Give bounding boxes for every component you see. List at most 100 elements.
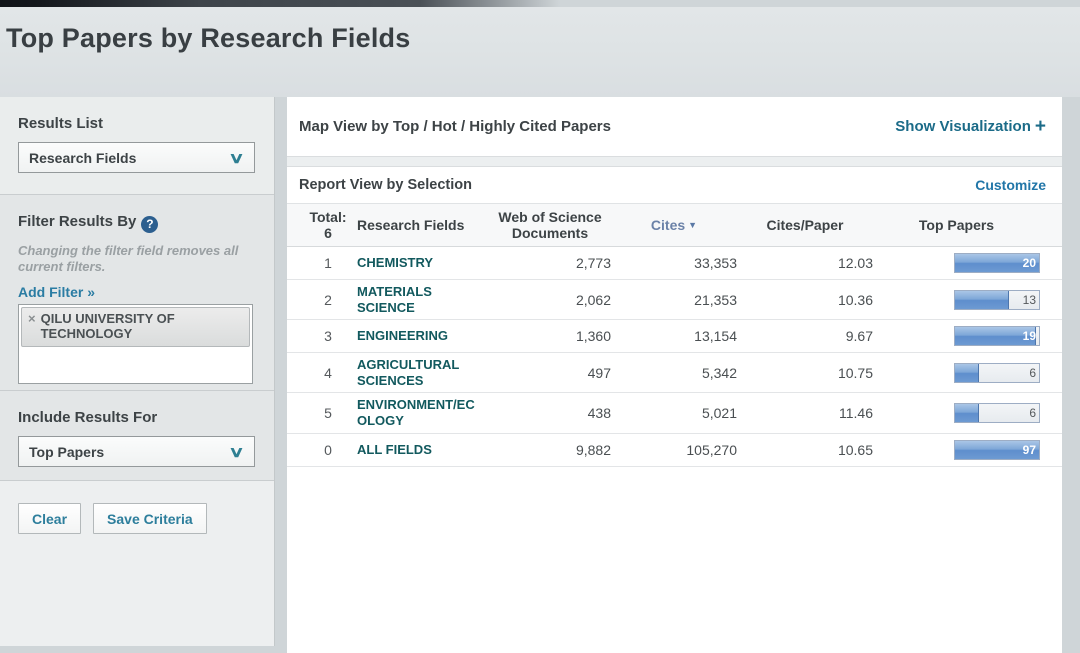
results-list-dropdown[interactable]: Research Fields ∨ [18,142,255,173]
row-field-cell: ALL FIELDS [357,442,489,458]
plus-icon: + [1034,115,1046,137]
column-header-research-fields: Research Fields [357,216,465,233]
clear-button[interactable]: Clear [18,503,82,534]
show-visualization-link[interactable]: Show Visualization + [895,116,1046,138]
research-field-link[interactable]: CHEMISTRY [357,255,434,271]
row-rank: 4 [324,364,332,381]
top-papers-value: 97 [1022,442,1036,457]
row-rank: 1 [324,255,332,271]
top-papers-bar-fill [955,440,1039,459]
filter-note: Changing the filter field removes all cu… [18,243,239,275]
top-papers-value: 19 [1022,329,1036,344]
top-papers-bar-fill [955,327,1037,346]
row-cites-per-paper: 11.46 [839,404,873,421]
row-cites-per-paper: 9.67 [845,328,873,345]
top-papers-value: 13 [1022,292,1036,307]
research-field-link[interactable]: ENGINEERING [357,328,449,344]
table-row: 4 AGRICULTURAL SCIENCES 497 5,342 10.75 6 [287,353,1062,394]
include-results-dropdown[interactable]: Top Papers ∨ [18,436,255,467]
page-header: Top Papers by Research Fields [0,7,1080,97]
table-row: 1 CHEMISTRY 2,773 33,353 12.03 20 [287,247,1062,280]
main-panel: Map View by Top / Hot / Highly Cited Pap… [287,97,1062,653]
total-header: Total: 6 [299,209,357,241]
top-papers-bar-fill [955,403,980,422]
include-results-selected: Top Papers [29,443,105,460]
top-papers-bar: 6 [954,362,1040,383]
table-row: 0 ALL FIELDS 9,882 105,270 10.65 97 [287,433,1062,467]
row-rank: 5 [324,404,332,421]
show-visualization-label: Show Visualization [895,117,1031,135]
table-body: 1 CHEMISTRY 2,773 33,353 12.03 20 2 MATERIALS S… [287,247,1062,467]
results-list-section: Results List Research Fields ∨ [0,97,274,195]
help-icon[interactable]: ? [141,216,159,233]
chevron-down-icon: ∨ [228,443,245,461]
table-row: 3 ENGINEERING 1,360 13,154 9.67 19 [287,320,1062,354]
row-cites: 21,353 [694,291,737,308]
row-cites-per-paper: 10.75 [837,364,873,381]
research-field-link[interactable]: MATERIALS SCIENCE [357,284,432,315]
row-field-cell: MATERIALS SCIENCE [357,284,489,315]
map-view-bar: Map View by Top / Hot / Highly Cited Pap… [287,97,1062,156]
row-documents: 438 [587,404,611,421]
filter-heading-label: Filter Results By [18,213,137,230]
column-header-cites-per-paper: Cites/Paper [766,216,844,233]
results-list-selected: Research Fields [29,149,137,166]
sidebar: Results List Research Fields ∨ Filter Re… [0,97,275,646]
row-rank: 0 [324,441,332,458]
row-field-cell: AGRICULTURAL SCIENCES [357,357,489,388]
row-cites: 33,353 [694,255,737,271]
table-row: 2 MATERIALS SCIENCE 2,062 21,353 10.36 13 [287,280,1062,321]
column-header-cites[interactable]: Cites ▼ [611,217,737,233]
total-label: Total: [309,208,347,225]
top-papers-bar-fill [955,290,1009,309]
top-papers-bar: 6 [954,402,1040,423]
top-papers-bar: 13 [954,289,1040,310]
filter-tag-label: QILU UNIVERSITY OF TECHNOLOGY [40,310,175,342]
top-papers-bar: 20 [954,253,1040,273]
table-row: 5 ENVIRONMENT/ECOLOGY 438 5,021 11.46 6 [287,393,1062,434]
top-papers-value: 6 [1029,365,1036,380]
sidebar-actions: Clear Save Criteria [0,481,274,646]
cites-sort-label[interactable]: Cites [650,216,686,233]
chevron-down-icon: ∨ [228,149,245,167]
include-results-section: Include Results For Top Papers ∨ [0,391,274,481]
row-cites: 105,270 [686,441,737,458]
remove-filter-icon[interactable]: × [28,310,36,326]
top-papers-value: 20 [1022,256,1036,270]
section-divider [287,156,1062,167]
add-filter-link[interactable]: Add Filter » [18,283,96,300]
include-results-heading: Include Results For [18,409,158,426]
top-papers-bar-fill [955,254,1039,272]
customize-link[interactable]: Customize [975,177,1046,193]
row-field-cell: CHEMISTRY [357,255,489,271]
sort-down-icon: ▼ [688,219,698,230]
filter-section: Filter Results By? Changing the filter f… [0,195,274,391]
top-papers-bar: 97 [954,439,1040,460]
total-value: 6 [324,225,332,241]
save-criteria-button[interactable]: Save Criteria [93,503,207,534]
top-papers-bar-fill [955,363,980,382]
row-top-papers-cell: 6 [873,362,1062,383]
filter-heading: Filter Results By? [18,213,256,233]
row-documents: 2,062 [575,291,611,308]
research-field-link[interactable]: ALL FIELDS [357,441,432,457]
row-rank: 2 [324,291,332,308]
row-cites-per-paper: 10.36 [837,291,873,308]
row-top-papers-cell: 20 [873,253,1062,273]
row-field-cell: ENGINEERING [357,328,489,344]
table-header: Total: 6 Research Fields Web of Science … [287,203,1062,247]
page-title: Top Papers by Research Fields [6,23,411,53]
top-papers-value: 6 [1029,405,1036,420]
map-view-title: Map View by Top / Hot / Highly Cited Pap… [299,118,611,135]
row-cites-per-paper: 12.03 [837,255,873,271]
research-field-link[interactable]: AGRICULTURAL SCIENCES [357,357,460,388]
row-cites: 5,342 [701,364,737,381]
row-top-papers-cell: 13 [873,289,1062,310]
browser-edge-strip [0,0,1080,7]
results-list-heading: Results List [18,115,104,132]
research-field-link[interactable]: ENVIRONMENT/ECOLOGY [357,397,475,428]
filter-tag[interactable]: × QILU UNIVERSITY OF TECHNOLOGY [21,306,250,347]
report-view-title: Report View by Selection [299,177,472,193]
row-rank: 3 [324,328,332,345]
row-documents: 9,882 [575,441,611,458]
